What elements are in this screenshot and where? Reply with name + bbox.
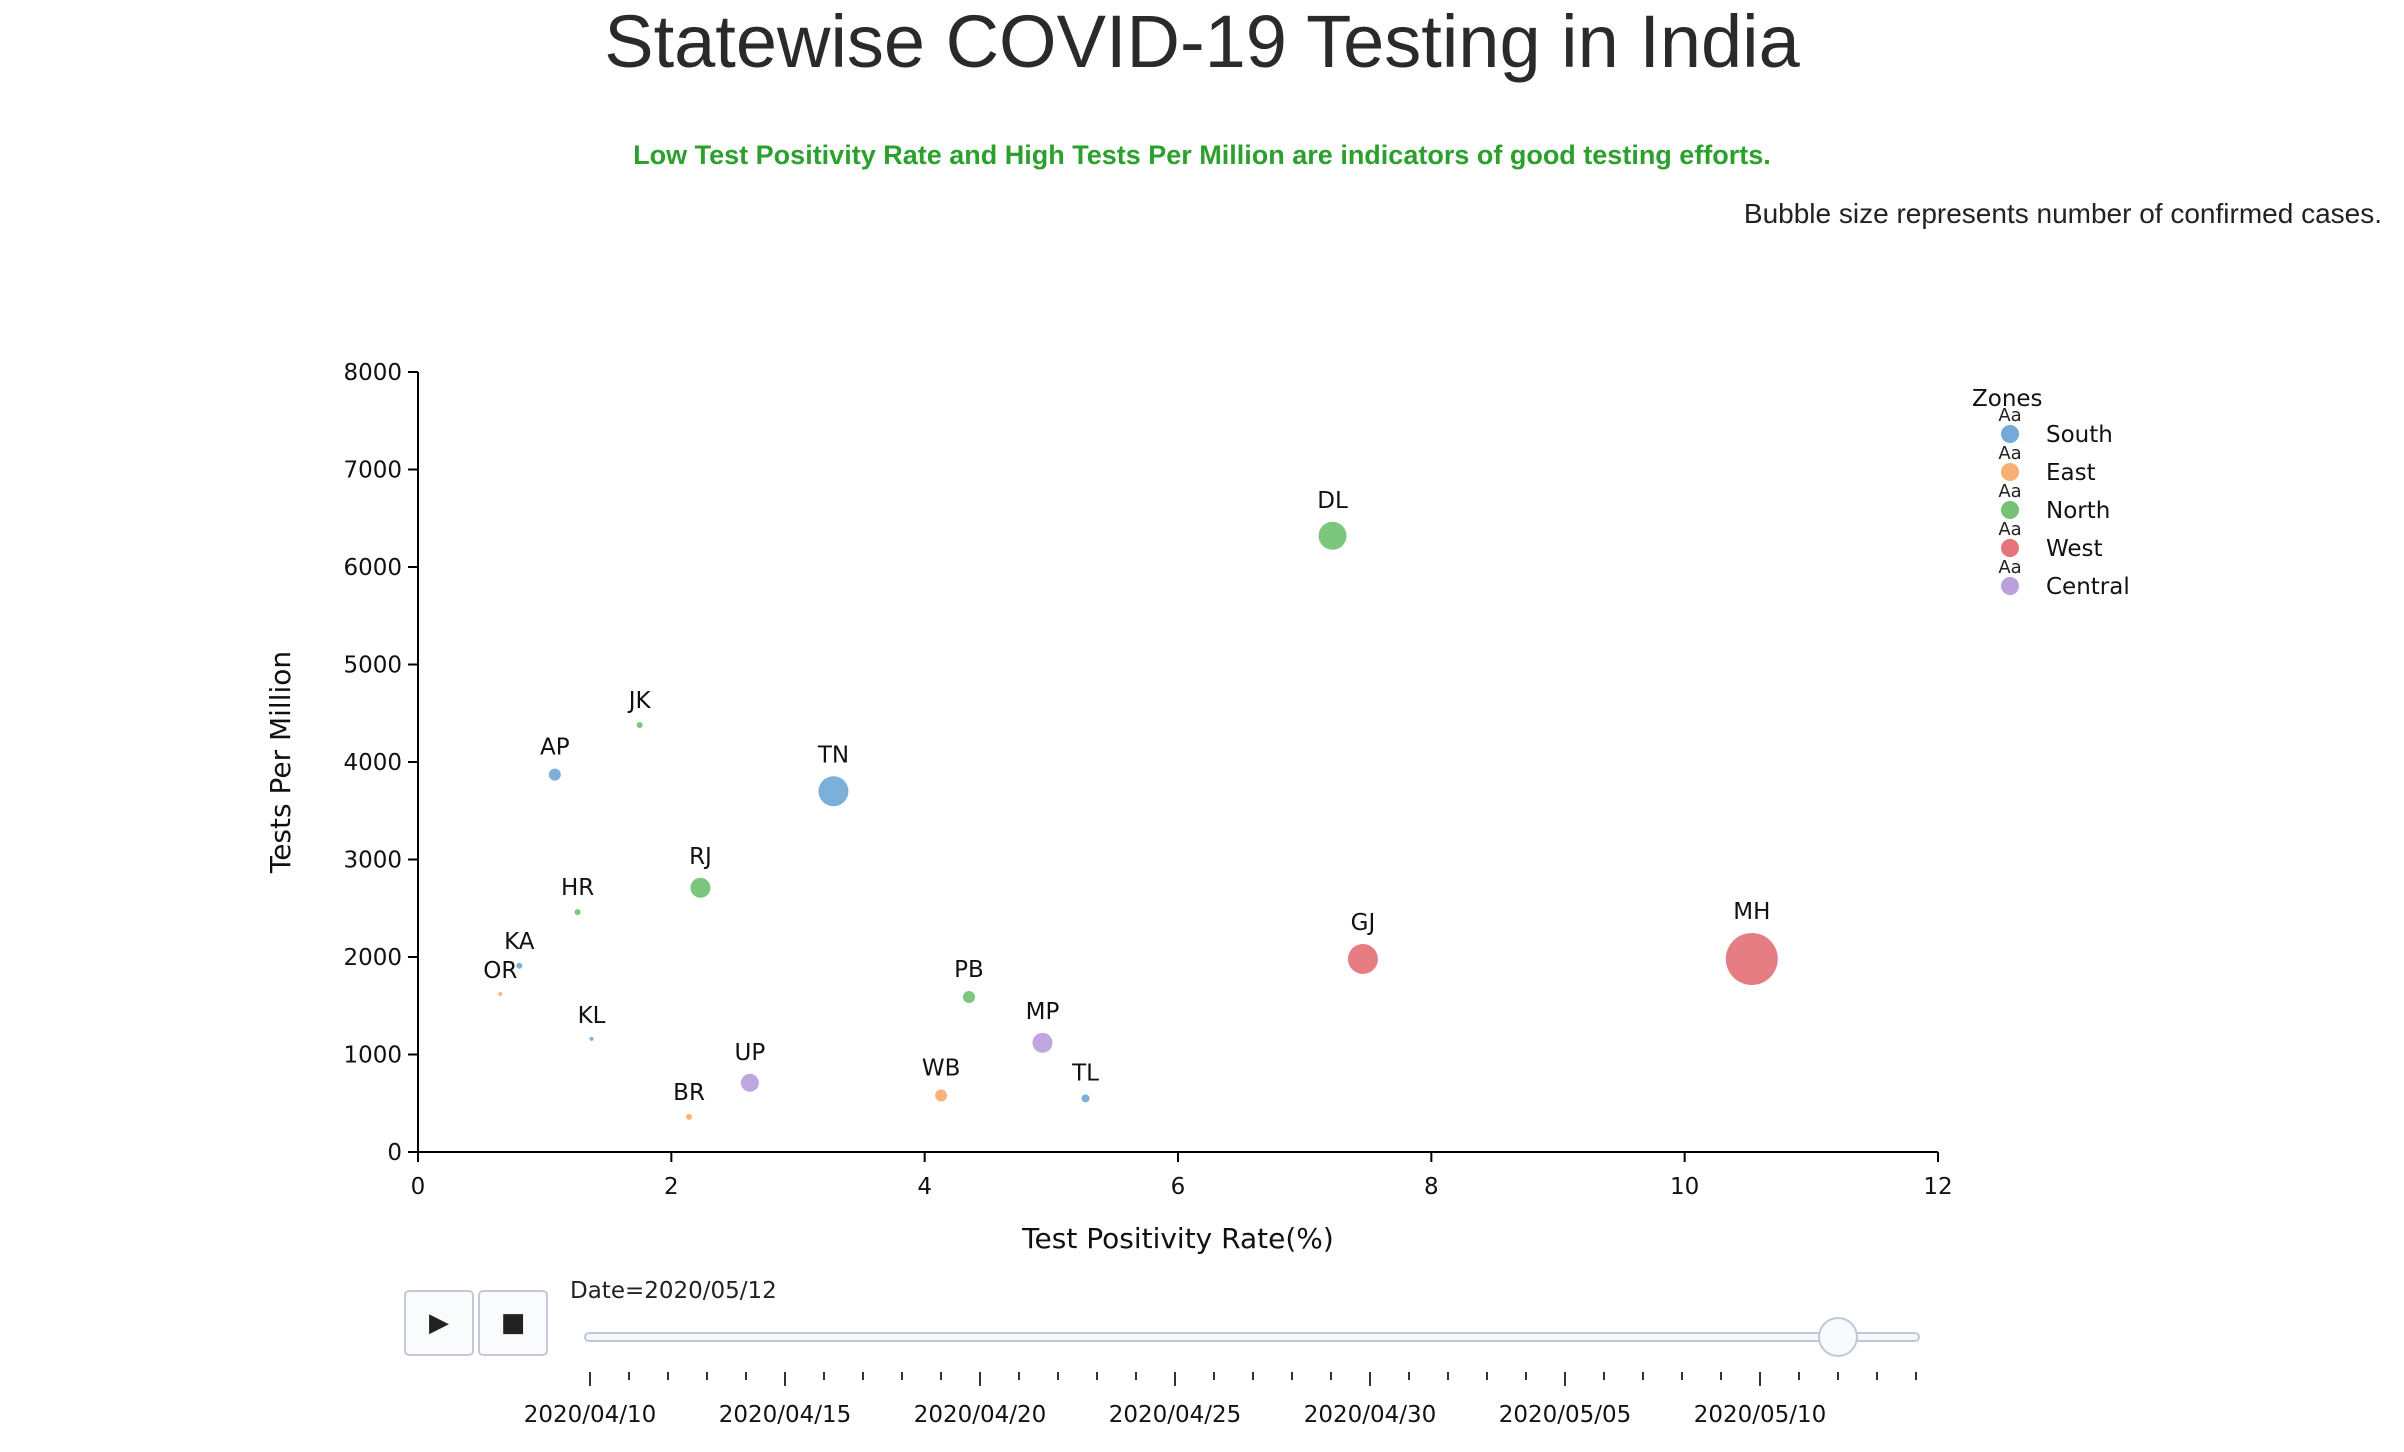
y-tick-label: 1000 bbox=[343, 1043, 402, 1069]
bubble-label-jk: JK bbox=[627, 688, 652, 714]
y-tick-label: 8000 bbox=[343, 360, 402, 386]
bubble-label-mh: MH bbox=[1733, 899, 1770, 925]
stop-button[interactable]: ■ bbox=[478, 1290, 548, 1356]
legend-glyph-text: Aa bbox=[1998, 443, 2021, 464]
bubble-size-note: Bubble size represents number of confirm… bbox=[1743, 198, 2382, 229]
slider-prefix: Date= bbox=[570, 1278, 645, 1304]
legend-marker-north bbox=[2001, 501, 2019, 519]
bubble-or bbox=[498, 992, 503, 997]
bubble-label-up: UP bbox=[735, 1040, 766, 1066]
y-tick-label: 3000 bbox=[343, 848, 402, 874]
bubble-pb bbox=[963, 990, 975, 1003]
bubble-label-tl: TL bbox=[1071, 1060, 1099, 1086]
bubble-label-gj: GJ bbox=[1351, 910, 1376, 936]
y-axis-label: Tests Per Million bbox=[264, 651, 297, 874]
bubble-label-or: OR bbox=[483, 958, 517, 984]
slider-current-date: Date=2020/05/12 bbox=[570, 1278, 777, 1304]
y-tick-label: 0 bbox=[387, 1140, 402, 1166]
x-tick-label: 2 bbox=[664, 1174, 679, 1200]
bubble-gj bbox=[1347, 943, 1378, 974]
x-axis-label: Test Positivity Rate(%) bbox=[1021, 1222, 1334, 1255]
bubble-label-rj: RJ bbox=[689, 844, 712, 870]
bubble-wb bbox=[935, 1089, 948, 1102]
legend-label-south: South bbox=[2046, 422, 2113, 448]
legend-label-east: East bbox=[2046, 460, 2096, 486]
bubble-label-wb: WB bbox=[922, 1055, 961, 1081]
x-tick-label: 8 bbox=[1424, 1174, 1439, 1200]
bubble-mh bbox=[1725, 932, 1778, 985]
legend-label-north: North bbox=[2046, 498, 2110, 524]
page-title: Statewise COVID-19 Testing in India bbox=[604, 0, 1800, 83]
bubble-label-ka: KA bbox=[504, 929, 535, 955]
slider-date-label: 2020/04/30 bbox=[1304, 1402, 1437, 1428]
bubble-label-kl: KL bbox=[578, 1003, 606, 1029]
legend-marker-south bbox=[2001, 425, 2019, 443]
bubble-kl bbox=[589, 1036, 594, 1041]
legend-label-west: West bbox=[2046, 536, 2103, 562]
slider-date-label: 2020/04/20 bbox=[914, 1402, 1047, 1428]
slider-date-label: 2020/04/10 bbox=[524, 1402, 657, 1428]
y-tick-label: 4000 bbox=[343, 750, 402, 776]
bubble-ap bbox=[548, 768, 561, 781]
bubble-hr bbox=[574, 909, 581, 916]
slider-date-label: 2020/04/15 bbox=[719, 1402, 852, 1428]
slider-value: 2020/05/12 bbox=[644, 1278, 777, 1304]
y-tick-label: 7000 bbox=[343, 458, 402, 484]
legend-marker-east bbox=[2001, 463, 2019, 481]
play-button[interactable]: ▶ bbox=[404, 1290, 474, 1356]
bubble-label-tn: TN bbox=[817, 742, 849, 768]
x-tick-label: 6 bbox=[1171, 1174, 1186, 1200]
legend-glyph-text: Aa bbox=[1998, 519, 2021, 540]
bubble-jk bbox=[636, 721, 643, 728]
x-tick-label: 0 bbox=[411, 1174, 426, 1200]
legend-marker-central bbox=[2001, 577, 2019, 595]
bubble-tl bbox=[1081, 1094, 1090, 1103]
legend-glyph-text: Aa bbox=[1998, 405, 2021, 426]
slider-date-label: 2020/05/10 bbox=[1694, 1402, 1827, 1428]
y-tick-label: 6000 bbox=[343, 555, 402, 581]
bubble-up bbox=[740, 1073, 759, 1092]
date-slider-handle[interactable] bbox=[1818, 1317, 1858, 1357]
slider-date-label: 2020/05/05 bbox=[1499, 1402, 1632, 1428]
bubble-dl bbox=[1318, 521, 1347, 550]
legend-marker-west bbox=[2001, 539, 2019, 557]
legend-glyph-text: Aa bbox=[1998, 557, 2021, 578]
bubble-label-dl: DL bbox=[1317, 488, 1348, 514]
y-tick-label: 2000 bbox=[343, 945, 402, 971]
bubble-mp bbox=[1032, 1032, 1053, 1053]
bubble-rj bbox=[690, 877, 711, 898]
x-tick-label: 12 bbox=[1923, 1174, 1952, 1200]
legend-title: Zones bbox=[1972, 386, 2043, 412]
slider-date-label: 2020/04/25 bbox=[1109, 1402, 1242, 1428]
bubble-ka bbox=[516, 962, 523, 969]
chart-subtitle: Low Test Positivity Rate and High Tests … bbox=[633, 140, 1771, 170]
bubble-label-mp: MP bbox=[1026, 999, 1060, 1025]
bubble-label-br: BR bbox=[673, 1080, 705, 1106]
bubble-tn bbox=[818, 776, 849, 807]
legend-glyph-text: Aa bbox=[1998, 481, 2021, 502]
bubble-label-hr: HR bbox=[561, 875, 594, 901]
y-tick-label: 5000 bbox=[343, 653, 402, 679]
bubble-label-ap: AP bbox=[540, 735, 570, 761]
x-tick-label: 4 bbox=[917, 1174, 932, 1200]
bubble-br bbox=[686, 1113, 693, 1120]
legend-label-central: Central bbox=[2046, 574, 2130, 600]
x-tick-label: 10 bbox=[1670, 1174, 1699, 1200]
bubble-label-pb: PB bbox=[954, 957, 984, 983]
date-slider-track[interactable] bbox=[584, 1332, 1920, 1342]
